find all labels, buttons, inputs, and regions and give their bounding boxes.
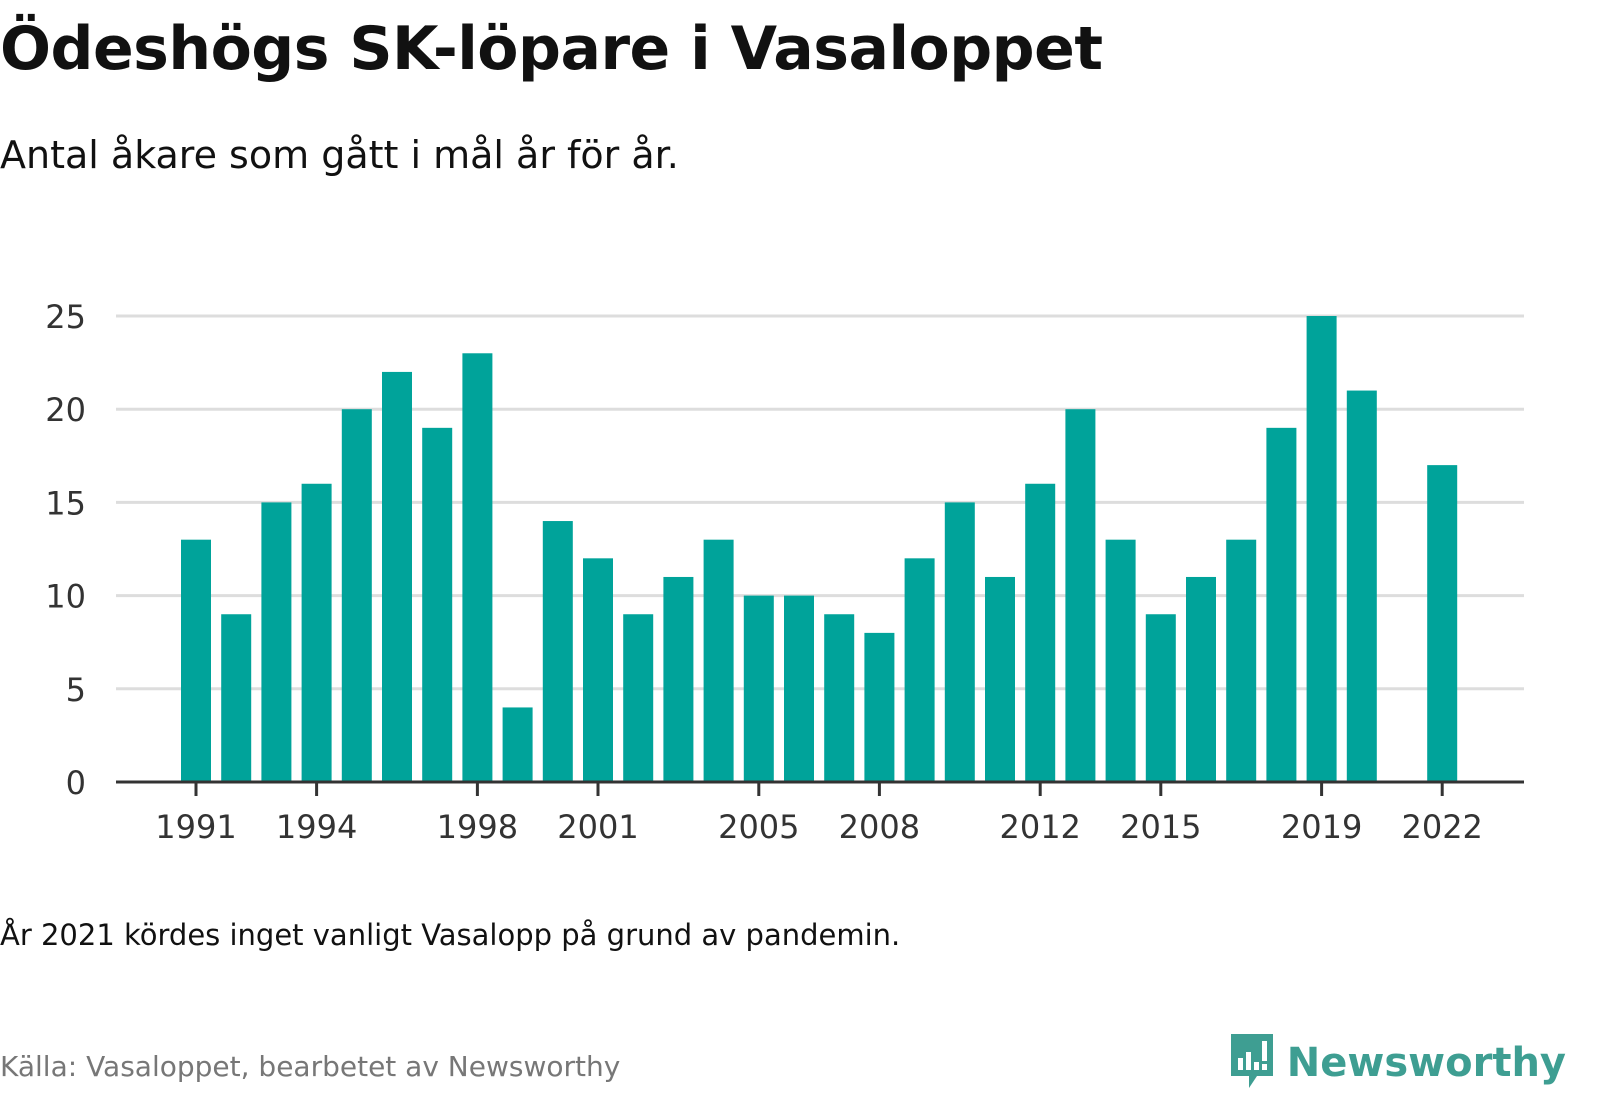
bar-2016[interactable] (1186, 576, 1216, 782)
bar-2009[interactable] (904, 558, 935, 782)
newsworthy-logo-icon (1227, 1032, 1277, 1094)
bar-2013[interactable] (1065, 409, 1096, 782)
x-tick-label: 1994 (276, 808, 357, 846)
bar-2017[interactable] (1226, 539, 1257, 782)
y-tick-label: 20 (45, 391, 86, 429)
x-tick-label: 1991 (155, 808, 236, 846)
x-tick-label: 2008 (839, 808, 920, 846)
bar-2019[interactable] (1306, 316, 1337, 782)
bar-1999[interactable] (502, 707, 533, 782)
bar-2011[interactable] (985, 576, 1015, 782)
bar-2008[interactable] (864, 632, 895, 782)
y-tick-label: 15 (45, 484, 86, 522)
y-tick-label: 5 (66, 671, 86, 709)
bar-chart: 0 5 10 15 20 25 1991 1994 1998 2001 2005 2008 2012 2… (45, 298, 1524, 846)
bar-2006[interactable] (784, 595, 814, 782)
chart-title: Ödeshögs SK-löpare i Vasaloppet (0, 14, 1103, 84)
bars (181, 316, 1458, 782)
bar-2022[interactable] (1427, 465, 1458, 782)
bar-2000[interactable] (542, 521, 573, 782)
x-tick-label: 2012 (999, 808, 1080, 846)
bar-2003[interactable] (663, 576, 694, 782)
x-tick-label: 1998 (437, 808, 518, 846)
x-tick-label: 2005 (718, 808, 799, 846)
chart-subtitle: Antal åkare som gått i mål år för år. (0, 133, 679, 177)
x-tick-label: 2022 (1401, 808, 1482, 846)
bar-1993[interactable] (261, 502, 292, 782)
x-axis-tick-labels: 1991 1994 1998 2001 2005 2008 2012 2015 2019 2022 (155, 782, 1483, 846)
x-tick-label: 2019 (1281, 808, 1362, 846)
y-tick-label: 10 (45, 578, 86, 616)
bar-2004[interactable] (703, 539, 734, 782)
bar-1998[interactable] (462, 353, 493, 782)
bar-2007[interactable] (824, 614, 855, 782)
bar-1996[interactable] (382, 371, 412, 782)
source-text: Källa: Vasaloppet, bearbetet av Newswort… (0, 1050, 621, 1083)
bar-2001[interactable] (583, 558, 613, 782)
y-tick-label: 25 (45, 298, 86, 336)
bar-2002[interactable] (623, 614, 654, 782)
x-tick-label: 2015 (1120, 808, 1201, 846)
brand-name: Newsworthy (1286, 1040, 1566, 1086)
bar-2020[interactable] (1346, 390, 1377, 782)
y-tick-label: 0 (66, 764, 86, 802)
brand-logo[interactable]: Newsworthy (1227, 1032, 1566, 1094)
bar-2010[interactable] (944, 502, 975, 782)
x-tick-label: 2001 (557, 808, 638, 846)
bar-1997[interactable] (422, 427, 453, 782)
footnote: År 2021 kördes inget vanligt Vasalopp på… (0, 918, 901, 952)
bar-2018[interactable] (1266, 427, 1297, 782)
bar-2015[interactable] (1145, 614, 1176, 782)
y-axis-tick-labels: 0 5 10 15 20 25 (45, 298, 86, 802)
bar-1991[interactable] (181, 539, 211, 782)
bar-2014[interactable] (1105, 539, 1136, 782)
bar-1995[interactable] (341, 409, 372, 782)
bar-1992[interactable] (221, 614, 252, 782)
bar-2005[interactable] (743, 595, 774, 782)
bar-2012[interactable] (1025, 483, 1056, 782)
bar-1994[interactable] (301, 483, 332, 782)
